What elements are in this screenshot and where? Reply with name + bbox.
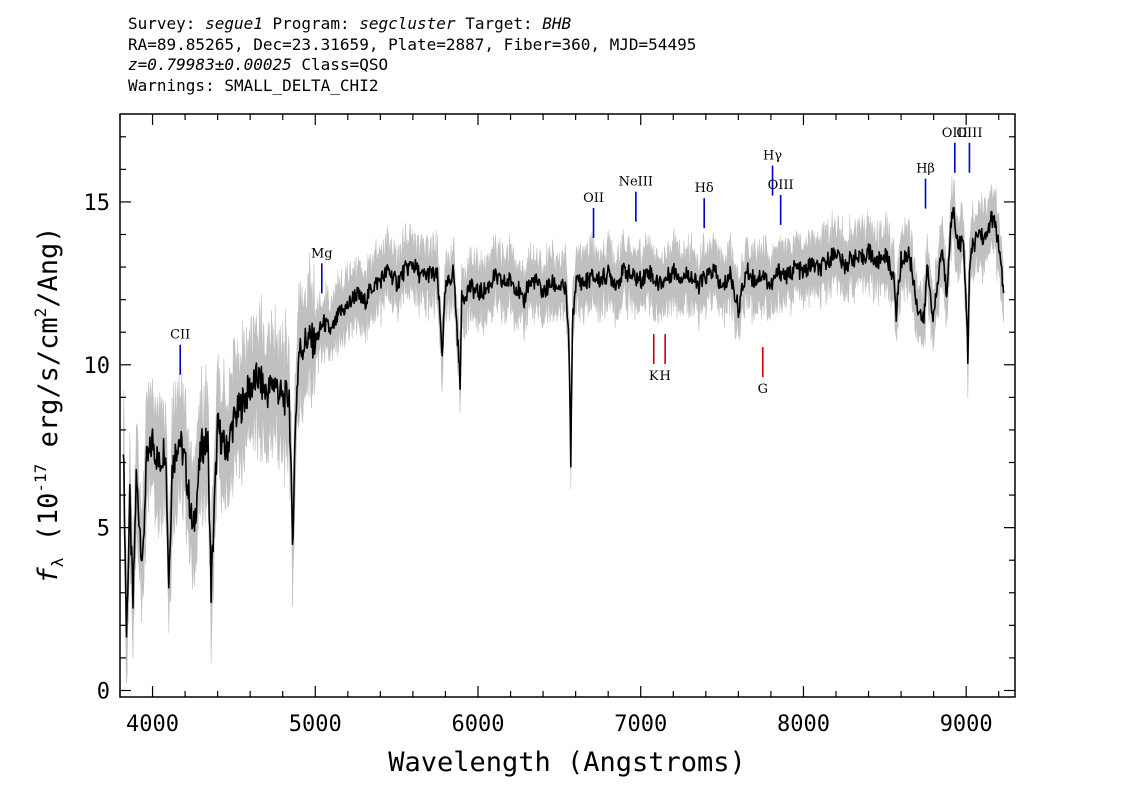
header-line-survey: Survey: segue1 Program: segcluster Targe… bbox=[128, 14, 696, 35]
uncertainty-band bbox=[123, 176, 1004, 684]
x-tick-label: 5000 bbox=[289, 712, 342, 737]
line-label: Hβ bbox=[916, 162, 935, 177]
x-axis-label: Wavelength (Angstroms) bbox=[388, 747, 746, 778]
axis-ticks: 4000 5000 6000 7000 8000 9000 0 5 10 15 bbox=[84, 114, 1015, 737]
y-axis-label: fλ (10-17 erg/s/cm2/Ang) bbox=[31, 226, 67, 583]
y-tick-label: 5 bbox=[97, 517, 110, 542]
flux-layer bbox=[122, 206, 1005, 638]
program-value: segcluster bbox=[359, 14, 456, 33]
line-label: OIII bbox=[768, 178, 794, 193]
header-line-redshift: z=0.79983±0.00025 Class=QSO bbox=[128, 55, 696, 76]
x-tick-label: 6000 bbox=[452, 712, 505, 737]
x-tick-label: 4000 bbox=[126, 712, 179, 737]
line-label: K bbox=[649, 369, 659, 384]
program-label: Program: bbox=[272, 14, 350, 33]
x-tick-label: 9000 bbox=[940, 712, 993, 737]
y-tick-label: 15 bbox=[84, 191, 111, 216]
target-value: BHB bbox=[542, 14, 572, 33]
flux-line bbox=[122, 206, 1005, 638]
class-value: Class=QSO bbox=[301, 55, 389, 74]
plot-frame bbox=[119, 113, 1016, 698]
redshift-value: z=0.79983±0.00025 bbox=[128, 55, 292, 74]
uncertainty-band-layer bbox=[123, 176, 1004, 684]
line-label: H bbox=[659, 369, 670, 384]
y-tick-label: 10 bbox=[84, 354, 111, 379]
y-tick-label: 0 bbox=[97, 679, 110, 704]
line-label: CII bbox=[170, 328, 190, 343]
x-tick-label: 8000 bbox=[777, 712, 830, 737]
header-line-coords: RA=89.85265, Dec=23.31659, Plate=2887, F… bbox=[128, 34, 697, 54]
line-label: Hγ bbox=[763, 149, 782, 164]
target-label: Target: bbox=[465, 14, 533, 33]
survey-label: Survey: bbox=[128, 14, 196, 33]
line-label: Mg bbox=[311, 246, 333, 261]
spectrum-header: Survey: segue1 Program: segcluster Targe… bbox=[128, 14, 696, 96]
survey-value: segue1 bbox=[205, 14, 263, 33]
line-label: OIII bbox=[956, 126, 982, 141]
line-label: OIII bbox=[942, 126, 968, 141]
line-label: NeIII bbox=[619, 175, 653, 190]
x-tick-label: 7000 bbox=[614, 712, 667, 737]
header-line-warnings: Warnings: SMALL_DELTA_CHI2 bbox=[128, 75, 379, 95]
line-label: G bbox=[758, 382, 768, 397]
line-label: Hδ bbox=[695, 181, 714, 196]
line-label: OII bbox=[583, 191, 604, 206]
